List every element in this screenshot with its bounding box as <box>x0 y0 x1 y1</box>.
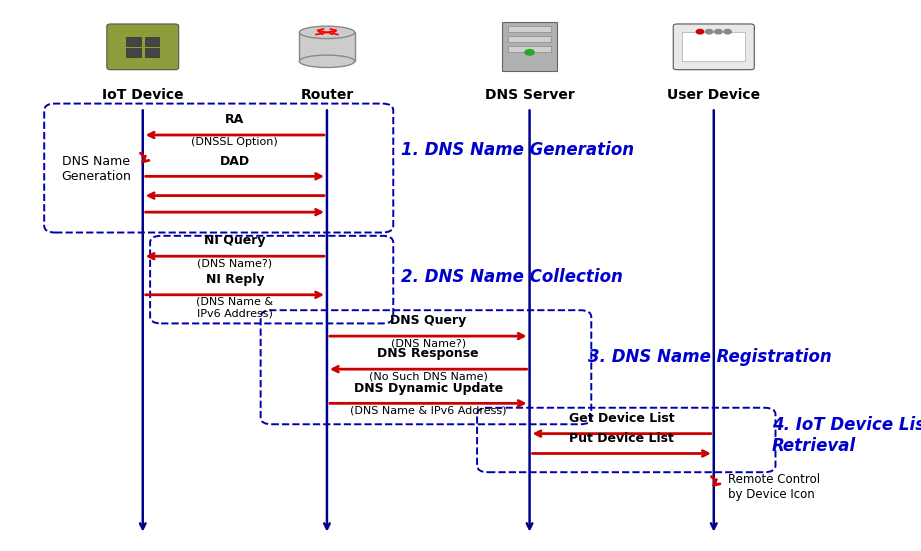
Text: (DNS Name &
IPv6 Address): (DNS Name & IPv6 Address) <box>196 297 274 318</box>
Bar <box>145 37 159 46</box>
Bar <box>508 46 551 52</box>
Bar <box>682 31 745 61</box>
Text: User Device: User Device <box>667 88 761 102</box>
Bar <box>145 48 159 57</box>
Ellipse shape <box>299 55 355 68</box>
Text: DNS Query: DNS Query <box>391 314 466 327</box>
Text: (DNS Name?): (DNS Name?) <box>197 258 273 268</box>
Text: DNS Response: DNS Response <box>378 347 479 360</box>
Text: 1. DNS Name Generation: 1. DNS Name Generation <box>401 141 634 159</box>
Text: DNS Server: DNS Server <box>484 88 575 102</box>
Text: 2. DNS Name Collection: 2. DNS Name Collection <box>401 268 623 285</box>
Circle shape <box>715 30 722 34</box>
Bar <box>508 36 551 42</box>
Text: (No Such DNS Name): (No Such DNS Name) <box>368 371 488 381</box>
Text: (DNS Name?): (DNS Name?) <box>391 338 466 348</box>
Text: (DNS Name & IPv6 Address): (DNS Name & IPv6 Address) <box>350 406 507 415</box>
Text: NI Reply: NI Reply <box>205 273 264 286</box>
Text: 3. DNS Name Registration: 3. DNS Name Registration <box>588 348 832 366</box>
Ellipse shape <box>299 26 355 39</box>
FancyBboxPatch shape <box>107 24 179 69</box>
Text: DNS Dynamic Update: DNS Dynamic Update <box>354 381 503 395</box>
Text: IoT Device: IoT Device <box>102 88 183 102</box>
Circle shape <box>696 30 704 34</box>
FancyBboxPatch shape <box>299 33 355 61</box>
Circle shape <box>705 30 713 34</box>
FancyBboxPatch shape <box>673 24 754 69</box>
Circle shape <box>525 50 534 55</box>
FancyBboxPatch shape <box>503 23 556 71</box>
Text: (DNSSL Option): (DNSSL Option) <box>192 137 278 147</box>
Text: Put Device List: Put Device List <box>569 431 674 445</box>
Text: 4. IoT Device List
Retrieval: 4. IoT Device List Retrieval <box>772 416 921 455</box>
Text: DAD: DAD <box>220 154 250 168</box>
Text: DNS Name
Generation: DNS Name Generation <box>62 155 132 183</box>
Bar <box>126 37 141 46</box>
Text: RA: RA <box>226 113 244 126</box>
Circle shape <box>724 30 731 34</box>
Text: Router: Router <box>300 88 354 102</box>
Text: Get Device List: Get Device List <box>569 412 674 425</box>
Bar <box>126 48 141 57</box>
Bar <box>508 26 551 31</box>
Text: NI Query: NI Query <box>204 234 265 247</box>
Text: Remote Control
by Device Icon: Remote Control by Device Icon <box>728 473 820 501</box>
